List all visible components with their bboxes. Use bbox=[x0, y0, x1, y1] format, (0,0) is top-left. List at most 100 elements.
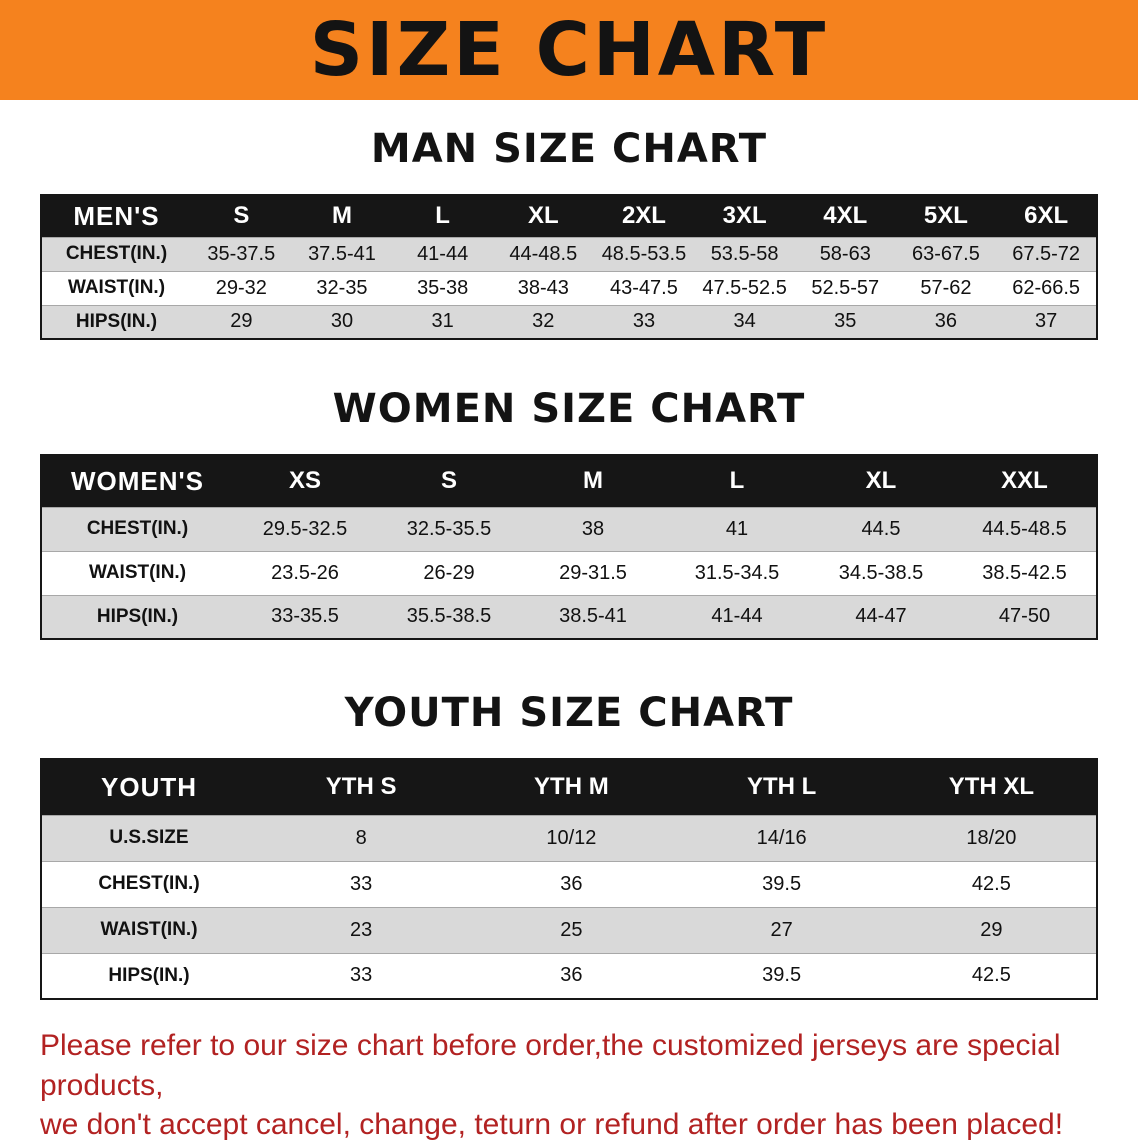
measurement-value: 42.5 bbox=[971, 872, 1011, 895]
measurement-value: 35 bbox=[834, 310, 857, 333]
size-header-cell: 2XL bbox=[593, 195, 695, 237]
size-header-cell: XL bbox=[492, 195, 594, 237]
disclaimer-line-1: Please refer to our size chart before or… bbox=[40, 1029, 1061, 1102]
size-header-cell: 6XL bbox=[996, 195, 1097, 237]
size-header-cell: M bbox=[521, 455, 665, 507]
measurement-value: 44.5-48.5 bbox=[982, 517, 1067, 540]
measurement-label: HIPS(IN.) bbox=[75, 310, 158, 332]
measurement-value: 29.5-32.5 bbox=[262, 517, 348, 540]
measurement-label: CHEST(IN.) bbox=[98, 873, 200, 894]
measurement-value: 14/16 bbox=[756, 826, 807, 849]
size-header-cell: S bbox=[377, 455, 521, 507]
measurement-value: 38 bbox=[581, 517, 605, 540]
size-header-cell: YTH S bbox=[256, 759, 467, 815]
table-title-cell: WOMEN'S bbox=[41, 455, 233, 507]
size-header-cell: L bbox=[665, 455, 809, 507]
measurement-value: 36 bbox=[560, 964, 583, 987]
measurement-row: HIPS(IN.) 29 30 31 32 33 34 35 36 37 bbox=[41, 305, 1097, 339]
measurement-value: 29-32 bbox=[215, 276, 267, 299]
measurement-row: HIPS(IN.) 33-35.5 35.5-38.5 38.5-41 41-44 44-… bbox=[41, 595, 1097, 639]
measurement-value: 47-50 bbox=[998, 605, 1051, 628]
measurement-value: 44-47 bbox=[855, 605, 907, 628]
size-chart-banner: SIZE CHART bbox=[0, 0, 1138, 100]
measurement-value: 34.5-38.5 bbox=[838, 561, 924, 584]
measurement-value: 32 bbox=[532, 310, 555, 333]
measurement-value: 29-31.5 bbox=[559, 561, 627, 584]
disclaimer-line-2: we don't accept cancel, change, teturn o… bbox=[40, 1108, 1064, 1142]
measurement-value: 67.5-72 bbox=[1012, 242, 1081, 265]
measurement-value: 38-43 bbox=[517, 276, 569, 299]
measurement-value: 58-63 bbox=[819, 242, 871, 265]
measurement-row: WAIST(IN.) 23 25 27 29 bbox=[41, 907, 1097, 953]
measurement-row: WAIST(IN.) 23.5-26 26-29 29-31.5 31.5-34.5 34… bbox=[41, 551, 1097, 595]
measurement-value: 39.5 bbox=[762, 964, 802, 987]
womens-size-table: WOMEN'S XS S M L XL XXL CHEST(IN.) 29.5-32.5 32.5… bbox=[40, 454, 1098, 640]
measurement-value: 33-35.5 bbox=[271, 605, 339, 628]
page-title: SIZE CHART bbox=[309, 7, 829, 93]
table-title-cell: YOUTH bbox=[41, 759, 256, 815]
measurement-value: 53.5-58 bbox=[710, 242, 779, 265]
measurement-label: WAIST(IN.) bbox=[88, 562, 187, 583]
measurement-label: WAIST(IN.) bbox=[67, 277, 166, 298]
measurement-value: 27 bbox=[770, 918, 793, 941]
size-header-cell: YTH M bbox=[466, 759, 677, 815]
measurement-value: 8 bbox=[355, 826, 367, 849]
measurement-value: 39.5 bbox=[762, 872, 802, 895]
measurement-label: CHEST(IN.) bbox=[86, 518, 189, 539]
measurement-value: 34 bbox=[733, 310, 756, 333]
youth-size-chart-heading: YOUTH SIZE CHART bbox=[344, 690, 794, 736]
measurement-value: 41-44 bbox=[417, 242, 469, 265]
size-header-cell: XXL bbox=[953, 455, 1097, 507]
measurement-row: U.S.SIZE 8 10/12 14/16 18/20 bbox=[41, 815, 1097, 861]
size-header-cell: XS bbox=[233, 455, 377, 507]
measurement-value: 26-29 bbox=[423, 561, 475, 584]
size-header-row: YOUTH YTH S YTH M YTH L YTH XL bbox=[41, 759, 1097, 815]
measurement-value: 36 bbox=[560, 872, 583, 895]
measurement-value: 62-66.5 bbox=[1012, 276, 1081, 299]
size-header-cell: YTH XL bbox=[886, 759, 1097, 815]
man-size-chart-heading: MAN SIZE CHART bbox=[370, 126, 768, 172]
measurement-row: CHEST(IN.) 29.5-32.5 32.5-35.5 38 41 44.5 44.5… bbox=[41, 507, 1097, 551]
size-header-cell: 3XL bbox=[694, 195, 795, 237]
measurement-label: CHEST(IN.) bbox=[65, 243, 168, 264]
measurement-value: 37.5-41 bbox=[308, 242, 376, 265]
measurement-value: 41-44 bbox=[711, 605, 763, 628]
measurement-row: CHEST(IN.) 33 36 39.5 42.5 bbox=[41, 861, 1097, 907]
measurement-value: 48.5-53.5 bbox=[601, 242, 687, 265]
measurement-value: 42.5 bbox=[971, 964, 1011, 987]
size-header-cell: YTH L bbox=[676, 759, 887, 815]
size-header-cell: 5XL bbox=[895, 195, 997, 237]
measurement-value: 31.5-34.5 bbox=[694, 561, 780, 584]
measurement-value: 35-37.5 bbox=[207, 242, 276, 265]
measurement-value: 31 bbox=[431, 310, 454, 333]
measurement-value: 29 bbox=[980, 918, 1003, 941]
measurement-value: 35-38 bbox=[417, 276, 469, 299]
measurement-value: 63-67.5 bbox=[912, 242, 980, 265]
measurement-value: 18/20 bbox=[966, 826, 1017, 849]
size-header-cell: M bbox=[291, 195, 393, 237]
measurement-label: U.S.SIZE bbox=[109, 827, 189, 848]
measurement-value: 33 bbox=[350, 872, 373, 895]
table-title-cell: MEN'S bbox=[41, 195, 191, 237]
measurement-value: 37 bbox=[1035, 310, 1058, 333]
measurement-value: 44.5 bbox=[861, 517, 901, 540]
measurement-value: 44-48.5 bbox=[509, 242, 578, 265]
measurement-value: 10/12 bbox=[546, 826, 597, 849]
measurement-value: 32.5-35.5 bbox=[406, 517, 492, 540]
measurement-value: 23 bbox=[350, 918, 373, 941]
measurement-value: 33 bbox=[632, 310, 656, 333]
measurement-label: WAIST(IN.) bbox=[100, 919, 198, 940]
measurement-value: 47.5-52.5 bbox=[702, 276, 787, 299]
measurement-label: HIPS(IN.) bbox=[96, 605, 179, 627]
measurement-row: WAIST(IN.) 29-32 32-35 35-38 38-43 43-47.5 47.… bbox=[41, 271, 1097, 305]
measurement-value: 29 bbox=[230, 310, 253, 333]
size-header-cell: L bbox=[392, 195, 493, 237]
measurement-value: 35.5-38.5 bbox=[406, 605, 492, 628]
order-disclaimer: Please refer to our size chart before or… bbox=[40, 1026, 1098, 1145]
measurement-value: 41 bbox=[725, 517, 749, 540]
measurement-value: 36 bbox=[934, 310, 958, 333]
mens-size-table: MEN'S S M L XL 2XL 3XL 4XL 5XL 6XL CHEST(IN.) 35-37… bbox=[40, 194, 1098, 340]
measurement-value: 23.5-26 bbox=[271, 561, 339, 584]
man-size-chart-section: MAN SIZE CHART MEN'S S M L XL 2XL 3XL 4XL 5XL 6XL… bbox=[0, 126, 1138, 340]
measurement-row: HIPS(IN.) 33 36 39.5 42.5 bbox=[41, 953, 1097, 999]
